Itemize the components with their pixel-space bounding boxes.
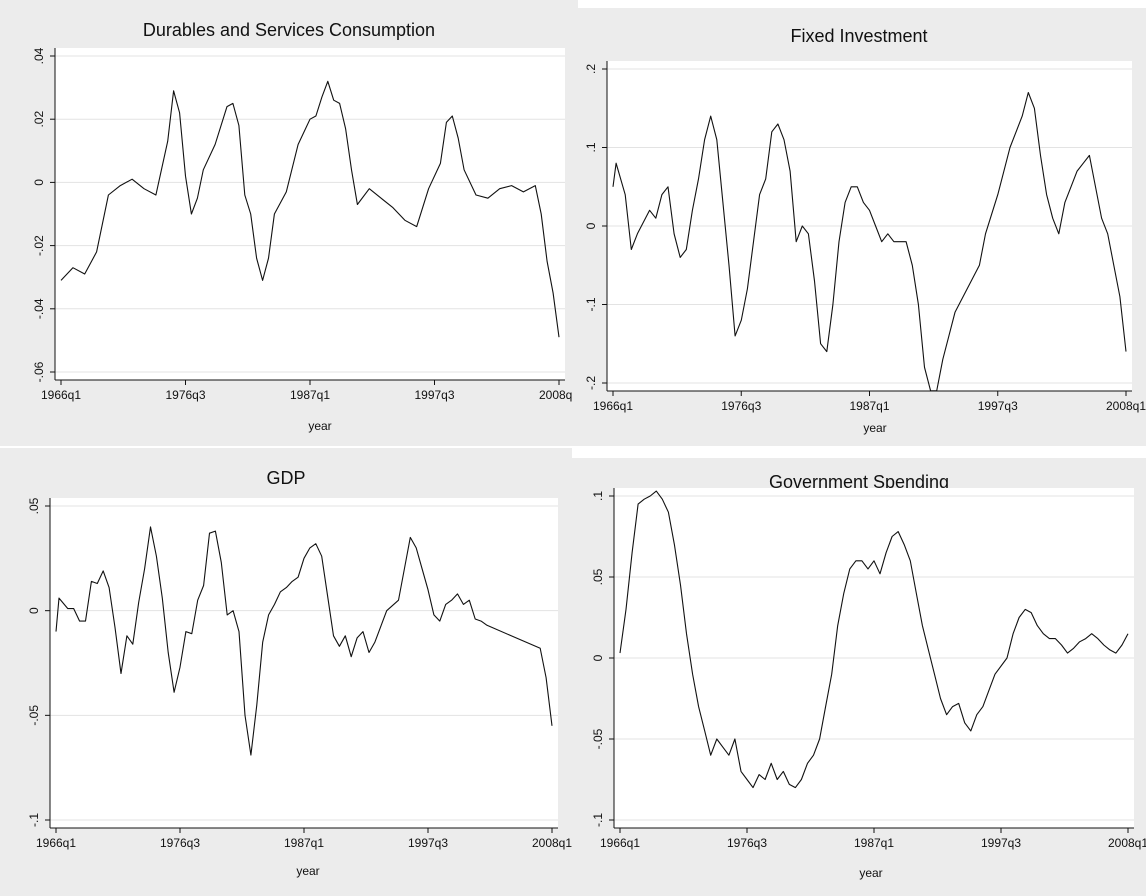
chart-panel-fixed-investment: Fixed Investment -.2 -.1 0 .1 .2 1966q1 1976q3… <box>572 8 1146 446</box>
y-tick-label: -.02 <box>32 235 46 256</box>
y-tick-label: -.1 <box>584 297 598 311</box>
y-tick-label: .1 <box>584 142 598 152</box>
y-tick-label: 0 <box>27 607 41 614</box>
y-tick-label: .05 <box>27 497 41 514</box>
plot-area <box>55 48 565 380</box>
x-tick-label: 1976q3 <box>160 836 200 850</box>
y-tick-label: .1 <box>591 491 605 501</box>
y-tick-label: .04 <box>32 47 46 64</box>
y-tick-label: 0 <box>591 654 605 661</box>
chart-title: Fixed Investment <box>790 26 928 46</box>
x-tick-label: 1997q3 <box>978 399 1018 413</box>
x-axis-label: year <box>308 419 332 433</box>
chart-title: Durables and Services Consumption <box>142 20 436 40</box>
x-tick-label: 1966q1 <box>600 836 640 850</box>
x-tick-label: 2008q1 <box>539 388 578 402</box>
y-tick-label: -.1 <box>27 813 41 827</box>
chart-svg: -.06 -.04 -.02 0 .02 .04 1966q1 1976q3 1987q1 199… <box>32 47 578 402</box>
y-tick-label: 0 <box>32 179 46 186</box>
chart-panel-durables-services: Durables and Services Consumption -.06 -.… <box>0 0 578 446</box>
y-tick-label: -.1 <box>591 813 605 827</box>
chart-svg: -.1 -.05 0 .05 .1 1966q1 1976q3 1987q1 1997q3 200… <box>591 488 1146 850</box>
y-tick-label: -.2 <box>584 376 598 390</box>
chart-panel-gdp: GDP -.1 -.05 0 .05 1966q1 1976q3 1987q1 1997q3 2… <box>0 448 572 896</box>
x-axis-label: year <box>863 421 887 435</box>
x-tick-label: 1997q3 <box>408 836 448 850</box>
x-tick-label: 1987q1 <box>854 836 894 850</box>
chart-title: GDP <box>266 468 306 488</box>
x-axis-label: year <box>296 864 320 878</box>
x-tick-label: 1997q3 <box>981 836 1021 850</box>
x-tick-label: 2008q1 <box>532 836 572 850</box>
plot-area <box>50 498 558 828</box>
y-tick-label: -.04 <box>32 298 46 319</box>
x-tick-label: 1987q1 <box>849 399 889 413</box>
x-tick-label: 2008q1 <box>1106 399 1146 413</box>
y-tick-label: -.05 <box>27 705 41 726</box>
x-axis-label: year <box>859 866 883 880</box>
x-tick-label: 1966q1 <box>593 399 633 413</box>
chart-svg: -.2 -.1 0 .1 .2 1966q1 1976q3 1987q1 1997q3 2008q… <box>584 61 1146 413</box>
y-tick-label: .02 <box>32 111 46 128</box>
chart-svg: -.1 -.05 0 .05 1966q1 1976q3 1987q1 1997q3 2008q… <box>27 497 572 850</box>
chart-panel-government-spending: Government Spending -.1 -.05 0 .05 .1 1966q1 1… <box>572 458 1146 896</box>
x-tick-label: 1987q1 <box>284 836 324 850</box>
x-tick-label: 1997q3 <box>414 388 454 402</box>
y-tick-label: -.05 <box>591 728 605 749</box>
x-tick-label: 1966q1 <box>41 388 81 402</box>
series-line <box>60 80 560 338</box>
series-line <box>612 91 1127 392</box>
y-tick-label: .2 <box>584 64 598 74</box>
x-tick-label: 1966q1 <box>36 836 76 850</box>
y-tick-label: -.06 <box>32 361 46 382</box>
y-tick-label: 0 <box>584 222 598 229</box>
chart-title: Government Spending <box>768 472 950 492</box>
series-line <box>619 490 1129 789</box>
x-tick-label: 2008q1 <box>1108 836 1146 850</box>
series-line <box>55 526 553 756</box>
y-tick-label: .05 <box>591 568 605 585</box>
x-tick-label: 1976q3 <box>165 388 205 402</box>
x-tick-label: 1976q3 <box>727 836 767 850</box>
x-tick-label: 1987q1 <box>290 388 330 402</box>
x-tick-label: 1976q3 <box>721 399 761 413</box>
